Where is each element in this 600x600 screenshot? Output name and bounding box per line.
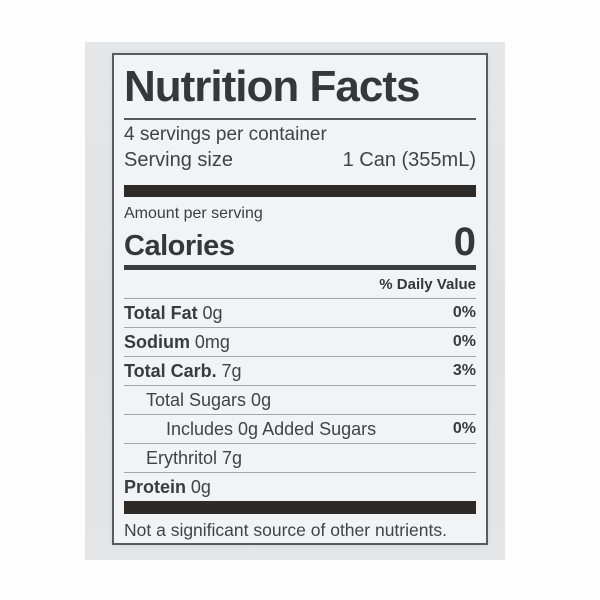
nutrient-daily-value: 0% <box>452 304 476 321</box>
thick-divider-top <box>124 185 476 197</box>
serving-size-label: Serving size <box>124 149 233 171</box>
nutrient-row-total-fat: Total Fat 0g 0% <box>124 298 476 327</box>
nutrient-daily-value: 0% <box>452 333 476 350</box>
thick-divider-bottom <box>124 501 476 514</box>
servings-per-container: 4 servings per container <box>124 124 327 145</box>
nutrient-row-erythritol: Erythritol 7g <box>124 443 476 472</box>
nutrient-rows: Total Fat 0g 0% Sodium 0mg 0% Total Carb. 7… <box>124 298 476 501</box>
nutrient-amount: Includes 0g Added Sugars <box>166 418 377 439</box>
nutrient-name: Total Carb. <box>124 360 217 381</box>
nutrient-row-protein: Protein 0g <box>124 472 476 501</box>
nutrient-name: Total Fat <box>124 302 198 323</box>
nutrient-amount: 0g <box>202 302 223 323</box>
nutrient-amount: 0mg <box>194 331 230 352</box>
title-divider <box>124 118 476 120</box>
nutrition-facts-title: Nutrition Facts <box>124 62 420 111</box>
nutrient-name: Sodium <box>124 331 190 352</box>
nutrient-row-total-carb: Total Carb. 7g 3% <box>124 356 476 385</box>
product-photo-background: Nutrition Facts 4 servings per container… <box>85 42 505 560</box>
nutrient-amount: Total Sugars 0g <box>146 389 272 410</box>
calories-label: Calories <box>124 230 235 262</box>
amount-per-serving: Amount per serving <box>124 205 263 222</box>
daily-value-header: % Daily Value <box>379 276 476 293</box>
nutrient-amount: 0g <box>190 476 211 497</box>
calories-value: 0 <box>453 220 476 264</box>
nutrient-row-sodium: Sodium 0mg 0% <box>124 327 476 356</box>
serving-size-row: Serving size 1 Can (355mL) <box>124 148 476 172</box>
footnote: Not a significant source of other nutrie… <box>124 520 447 540</box>
nutrient-daily-value: 3% <box>452 362 476 379</box>
calories-row: Calories 0 <box>124 220 476 264</box>
nutrient-amount: Erythritol 7g <box>146 447 243 468</box>
nutrient-row-total-sugars: Total Sugars 0g <box>124 385 476 414</box>
nutrient-daily-value: 0% <box>452 420 476 437</box>
nutrient-amount: 7g <box>221 360 242 381</box>
nutrient-row-added-sugars: Includes 0g Added Sugars 0% <box>124 414 476 443</box>
serving-size-value: 1 Can (355mL) <box>342 149 476 171</box>
calories-divider <box>124 265 476 270</box>
nutrient-name: Protein <box>124 476 187 497</box>
nutrition-facts-label: Nutrition Facts 4 servings per container… <box>112 53 488 545</box>
